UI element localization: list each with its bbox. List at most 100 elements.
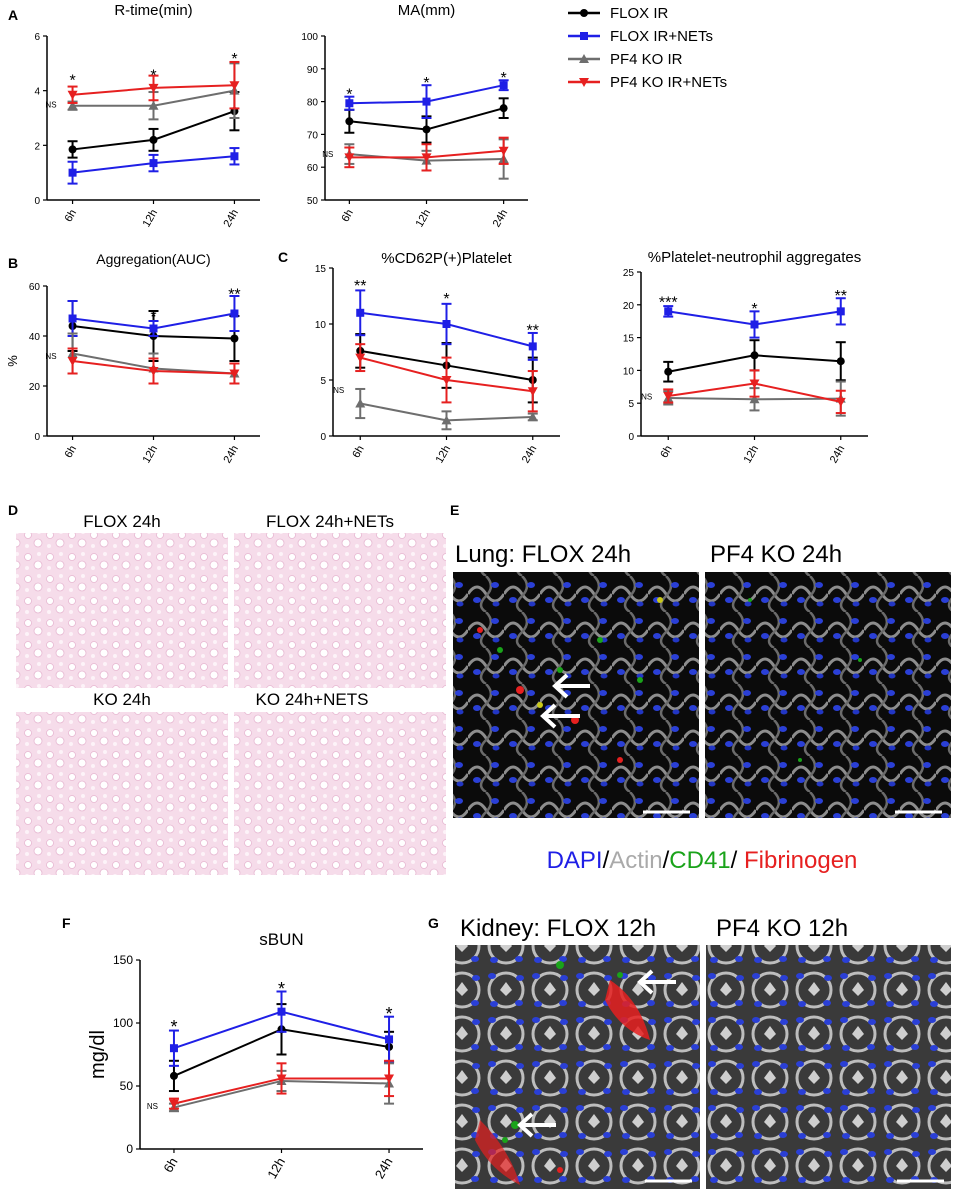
chart-title: sBUN	[259, 930, 303, 949]
x-tick-label: 6h	[63, 444, 80, 461]
data-point	[499, 104, 508, 113]
data-point	[750, 320, 759, 329]
y-tick-label: 10	[315, 320, 327, 331]
lung-stain-spots	[477, 597, 862, 763]
stain-legend-part: CD41	[669, 847, 730, 874]
data-point	[441, 376, 452, 385]
x-tick-label: 24h	[221, 208, 241, 230]
histology-image-ko-24h	[16, 712, 228, 875]
x-tick-label: 12h	[141, 444, 161, 466]
data-point	[344, 153, 355, 163]
x-tick-label: 6h	[339, 208, 356, 225]
lung-ko-image	[705, 572, 951, 818]
data-point	[384, 1074, 395, 1084]
arrow-icon	[637, 969, 676, 995]
chart-sbun: sBUN 0 50 100 150 6h 12h 24h mg/dl * * * NS	[87, 930, 423, 1181]
legend-label: FLOX IR+NETs	[610, 28, 713, 45]
histology-tile-label: KO 24h	[93, 690, 151, 709]
y-tick-label: 0	[628, 432, 634, 443]
data-point	[527, 411, 538, 421]
legend-item: FLOX IR	[568, 5, 669, 22]
legend-item: PF4 KO IR+NETs	[568, 74, 727, 91]
y-tick-label: 80	[307, 98, 319, 109]
significance-annotation: *	[501, 70, 507, 87]
stain-legend-part: /	[603, 847, 610, 874]
significance-annotation: *	[386, 1004, 393, 1024]
panel-label-b: B	[8, 255, 18, 271]
data-point	[149, 135, 158, 144]
y-axis-label: %	[5, 355, 20, 367]
chart-title: MA(mm)	[398, 2, 455, 19]
significance-annotation: *	[443, 291, 449, 308]
y-tick-label: 20	[29, 382, 41, 393]
legend: FLOX IR FLOX IR+NETs PF4 KO IR PF4 KO IR+NE…	[568, 5, 727, 91]
y-tick-label: 60	[307, 163, 319, 174]
data-point	[149, 324, 158, 333]
chart-title: R-time(min)	[114, 2, 192, 19]
y-tick-label: 100	[113, 1016, 133, 1030]
arrow-icon	[552, 673, 590, 699]
histology-tile-label: FLOX 24h+NETs	[266, 512, 394, 531]
data-point	[528, 342, 537, 351]
data-point	[355, 398, 366, 408]
x-tick-label: 24h	[491, 208, 511, 230]
x-tick-label: 12h	[264, 1155, 288, 1181]
arrow-icon	[517, 1112, 556, 1138]
ns-annotation: NS	[333, 386, 344, 395]
ns-annotation: NS	[45, 352, 56, 361]
chart-ma: MA(mm) 50 60 70 80 90 100 6h 12h 24h * * * NS	[301, 2, 528, 229]
y-tick-label: 20	[623, 301, 635, 312]
y-tick-label: 0	[126, 1142, 133, 1156]
data-point	[169, 1071, 178, 1080]
significance-annotation: *	[150, 67, 156, 84]
significance-annotation: **	[354, 278, 366, 295]
histology-tile-label: KO 24h+NETS	[256, 690, 369, 709]
data-point	[664, 367, 673, 376]
x-tick-label: 24h	[221, 444, 241, 466]
data-point	[663, 391, 674, 401]
data-point	[422, 125, 431, 134]
data-point	[68, 168, 77, 177]
data-point	[230, 309, 239, 318]
panel-label-a: A	[8, 7, 18, 23]
x-tick-label: 6h	[160, 1155, 180, 1175]
legend-label: PF4 KO IR+NETs	[610, 74, 727, 91]
x-tick-label: 12h	[414, 208, 434, 230]
ns-annotation: NS	[147, 1102, 158, 1111]
lung-left-title: Lung: FLOX 24h	[455, 541, 631, 568]
data-point	[835, 397, 846, 407]
kidney-panel: Kidney: FLOX 12h PF4 KO 12h	[455, 915, 951, 1189]
data-point	[385, 1035, 394, 1044]
data-point	[148, 100, 159, 110]
stain-legend-part: Fibrinogen	[744, 847, 857, 874]
histology-image-flox-24h-nets	[234, 533, 446, 688]
data-point	[229, 369, 240, 379]
y-tick-label: 0	[34, 196, 40, 207]
y-tick-label: 40	[29, 332, 41, 343]
x-tick-label: 24h	[828, 444, 848, 466]
arrow-icon	[540, 703, 580, 729]
significance-annotation: *	[69, 73, 75, 90]
data-point	[229, 81, 240, 91]
data-point	[67, 357, 78, 366]
y-tick-label: 6	[34, 32, 40, 43]
y-tick-label: 70	[307, 130, 319, 141]
significance-annotation: *	[231, 51, 237, 68]
legend-marker	[580, 32, 588, 40]
y-tick-label: 0	[320, 432, 326, 443]
y-tick-label: 50	[307, 196, 319, 207]
significance-annotation: *	[150, 309, 156, 326]
kidney-stain-spots	[475, 961, 650, 1185]
data-point	[499, 81, 508, 90]
x-tick-label: 24h	[520, 444, 540, 466]
histology-panel: FLOX 24h FLOX 24h+NETs KO 24h KO 24h+NET…	[16, 512, 446, 875]
kidney-right-title: PF4 KO 12h	[716, 915, 848, 942]
y-tick-label: 10	[623, 366, 635, 377]
legend-marker	[579, 78, 589, 87]
data-point	[749, 379, 760, 389]
lung-right-title: PF4 KO 24h	[710, 541, 842, 568]
significance-annotation: **	[835, 288, 847, 305]
data-point	[345, 99, 354, 108]
